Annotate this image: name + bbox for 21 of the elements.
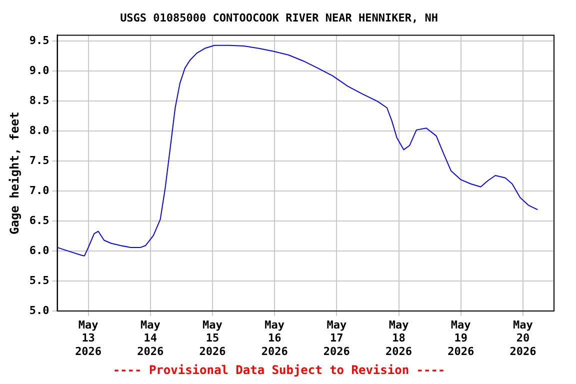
y-tick-label: 7.0 bbox=[29, 184, 50, 197]
y-tick-label: 5.5 bbox=[29, 274, 50, 287]
y-tick-label: 9.5 bbox=[29, 34, 50, 48]
text: ---- Provisional Data Subject to Revision ---- bbox=[112, 362, 446, 377]
chart-title: USGS 01085000 CONTOOCOOK RIVER NEAR HENNIKER, NH bbox=[120, 11, 438, 24]
x-tick-label: May 14 2026 bbox=[137, 318, 164, 358]
x-tick-label: May 15 2026 bbox=[199, 318, 226, 358]
y-axis-title: Gage height, feet bbox=[7, 112, 22, 235]
x-tick-label: May 18 2026 bbox=[386, 318, 412, 358]
x-tick-label: May 20 2026 bbox=[510, 318, 537, 358]
y-tick-label: 8.5 bbox=[29, 94, 50, 108]
y-tick-label: 6.5 bbox=[29, 214, 50, 227]
y-tick-label: 6.0 bbox=[29, 244, 50, 257]
y-tick-label: 9.0 bbox=[29, 64, 50, 78]
x-tick-label: May 16 2026 bbox=[261, 318, 288, 358]
x-tick-label: May 17 2026 bbox=[323, 318, 350, 358]
x-tick-label: May 13 2026 bbox=[75, 318, 102, 358]
x-tick-label: May 19 2026 bbox=[448, 318, 474, 358]
y-tick-label: 8.0 bbox=[29, 124, 50, 137]
y-tick-label: 7.5 bbox=[29, 154, 50, 167]
y-tick-label: 5.0 bbox=[29, 304, 50, 317]
